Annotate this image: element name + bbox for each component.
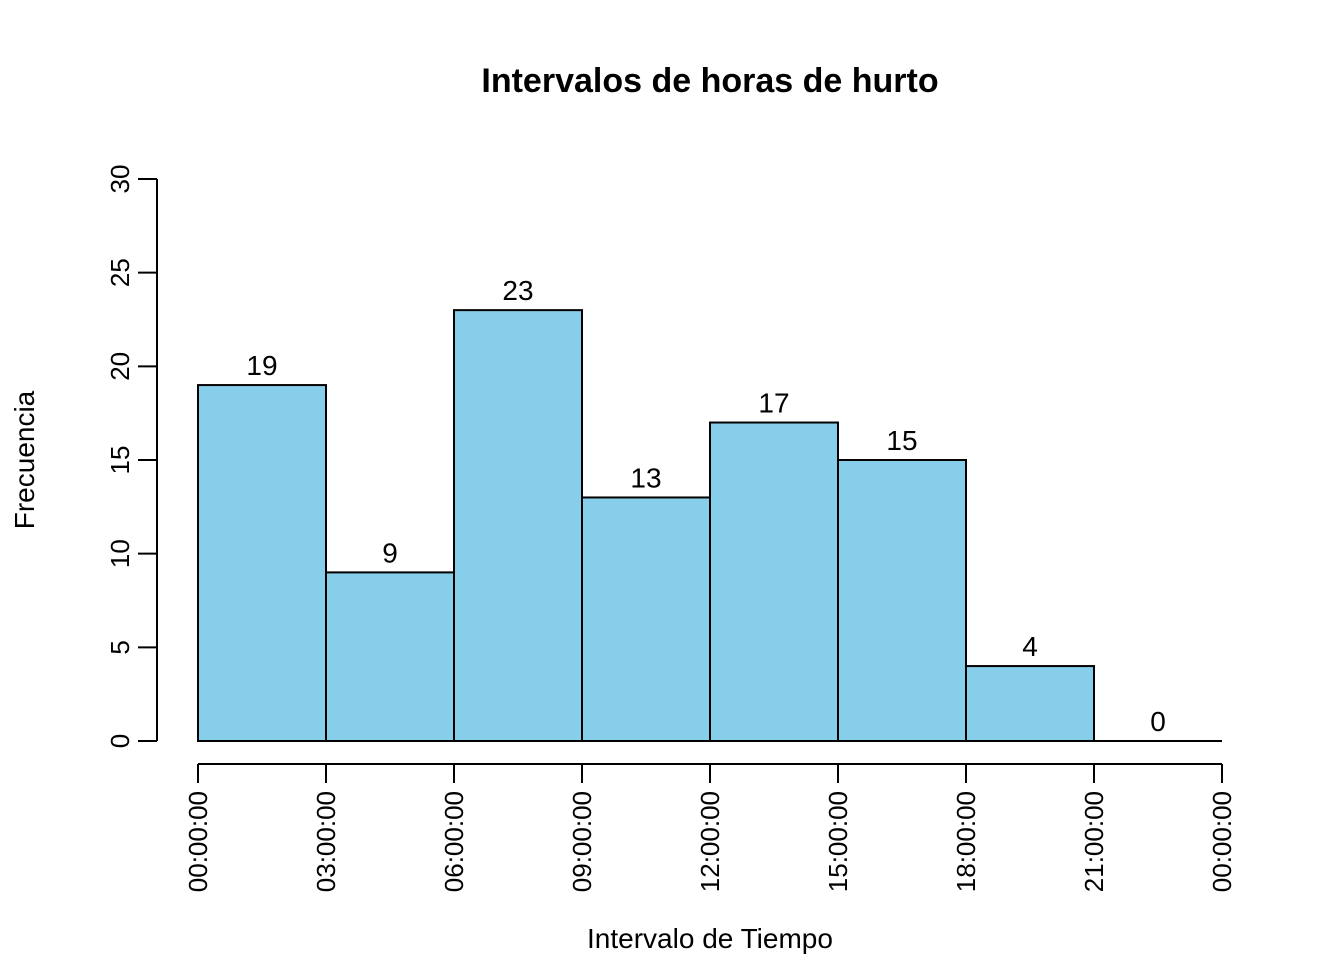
- x-axis-label: Intervalo de Tiempo: [587, 923, 833, 954]
- bar-value-label: 9: [382, 537, 398, 568]
- x-tick-label: 15:00:00: [823, 791, 853, 892]
- x-tick-label: 00:00:00: [183, 791, 213, 892]
- x-tick-label: 09:00:00: [567, 791, 597, 892]
- y-tick-label: 10: [105, 539, 135, 568]
- bar-value-label: 19: [246, 350, 277, 381]
- histogram-bar: [325, 571, 455, 743]
- histogram-bar: [453, 309, 583, 742]
- x-tick-label: 18:00:00: [951, 791, 981, 892]
- histogram-bar: [965, 665, 1095, 742]
- histogram-bar: [837, 459, 967, 742]
- y-axis-label: Frecuencia: [9, 390, 40, 529]
- y-tick-label: 0: [105, 734, 135, 748]
- y-tick-label: 5: [105, 640, 135, 654]
- bars-group: [197, 309, 1222, 743]
- histogram-bar: [197, 384, 327, 742]
- x-tick-label: 21:00:00: [1079, 791, 1109, 892]
- y-tick-label: 20: [105, 352, 135, 381]
- bar-labels-group: 19 9 23 13 17 15 4 0: [246, 275, 1165, 737]
- x-tick-label: 12:00:00: [695, 791, 725, 892]
- histogram-bar: [581, 496, 711, 743]
- bar-value-label: 17: [758, 388, 789, 419]
- bar-value-label: 0: [1150, 706, 1166, 737]
- y-tick-label: 30: [105, 165, 135, 194]
- chart-title: Intervalos de horas de hurto: [481, 62, 938, 100]
- y-tick-label: 15: [105, 446, 135, 475]
- bar-value-label: 4: [1022, 631, 1038, 662]
- x-tick-label: 06:00:00: [439, 791, 469, 892]
- bar-value-label: 23: [502, 275, 533, 306]
- x-axis: 00:00:00 03:00:00 06:00:00 09:00:00 12:00:00…: [183, 763, 1237, 892]
- x-tick-label: 00:00:00: [1207, 791, 1237, 892]
- y-tick-label: 25: [105, 258, 135, 287]
- x-tick-label: 03:00:00: [311, 791, 341, 892]
- y-axis: 0 5 10 15 20 25 30: [105, 165, 158, 748]
- bar-value-label: 13: [630, 462, 661, 493]
- bar-value-label: 15: [886, 425, 917, 456]
- histogram-bar: [709, 421, 839, 742]
